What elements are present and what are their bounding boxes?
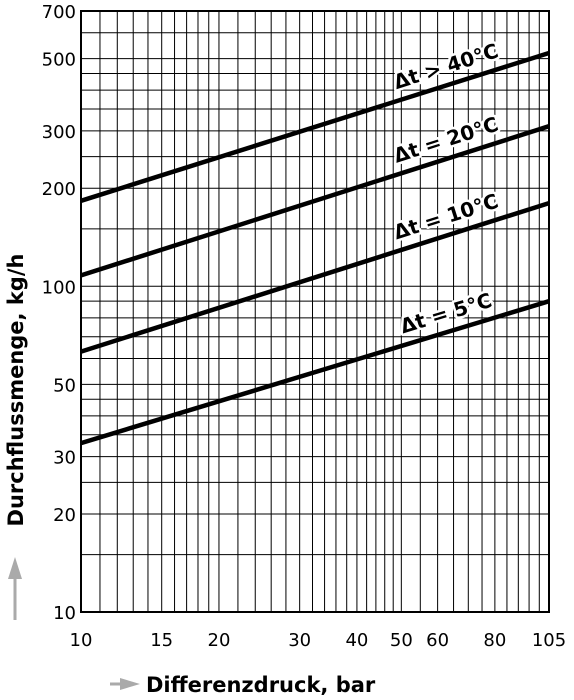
series-line-0	[80, 50, 550, 203]
y-tick-labels: 10 20 30 50 100 200 300 500 700	[42, 2, 76, 624]
x-axis-title: Differenzdruck, bar	[146, 673, 376, 697]
series-line-2	[80, 200, 550, 354]
x-tick-label: 10	[70, 630, 93, 651]
x-tick-label: 40	[345, 630, 368, 651]
x-tick-labels: 10 15 20 30 40 50 60 80 105	[70, 630, 567, 651]
x-tick-label: 105	[532, 630, 566, 651]
y-axis-title: Durchflussmenge, kg/h	[4, 254, 28, 527]
y-tick-label: 50	[53, 375, 76, 396]
y-tick-label: 100	[42, 277, 76, 298]
x-tick-label: 20	[208, 630, 231, 651]
y-tick-label: 700	[42, 2, 76, 23]
series-line-3	[80, 299, 550, 446]
y-axis-arrow-icon	[8, 557, 22, 620]
x-tick-label: 80	[483, 630, 506, 651]
y-tick-label: 20	[53, 505, 76, 526]
x-tick-label: 15	[150, 630, 173, 651]
x-tick-label: 60	[426, 630, 449, 651]
x-tick-label: 50	[390, 630, 413, 651]
x-tick-label: 30	[288, 630, 311, 651]
series-line-1	[80, 124, 550, 278]
series-lines	[80, 50, 550, 446]
plot-frame	[80, 10, 550, 613]
y-tick-label: 200	[42, 179, 76, 200]
y-tick-label: 300	[42, 122, 76, 143]
y-tick-label: 10	[53, 603, 76, 624]
y-tick-label: 500	[42, 50, 76, 71]
x-axis-arrow-icon	[110, 678, 140, 690]
y-tick-label: 30	[53, 448, 76, 469]
